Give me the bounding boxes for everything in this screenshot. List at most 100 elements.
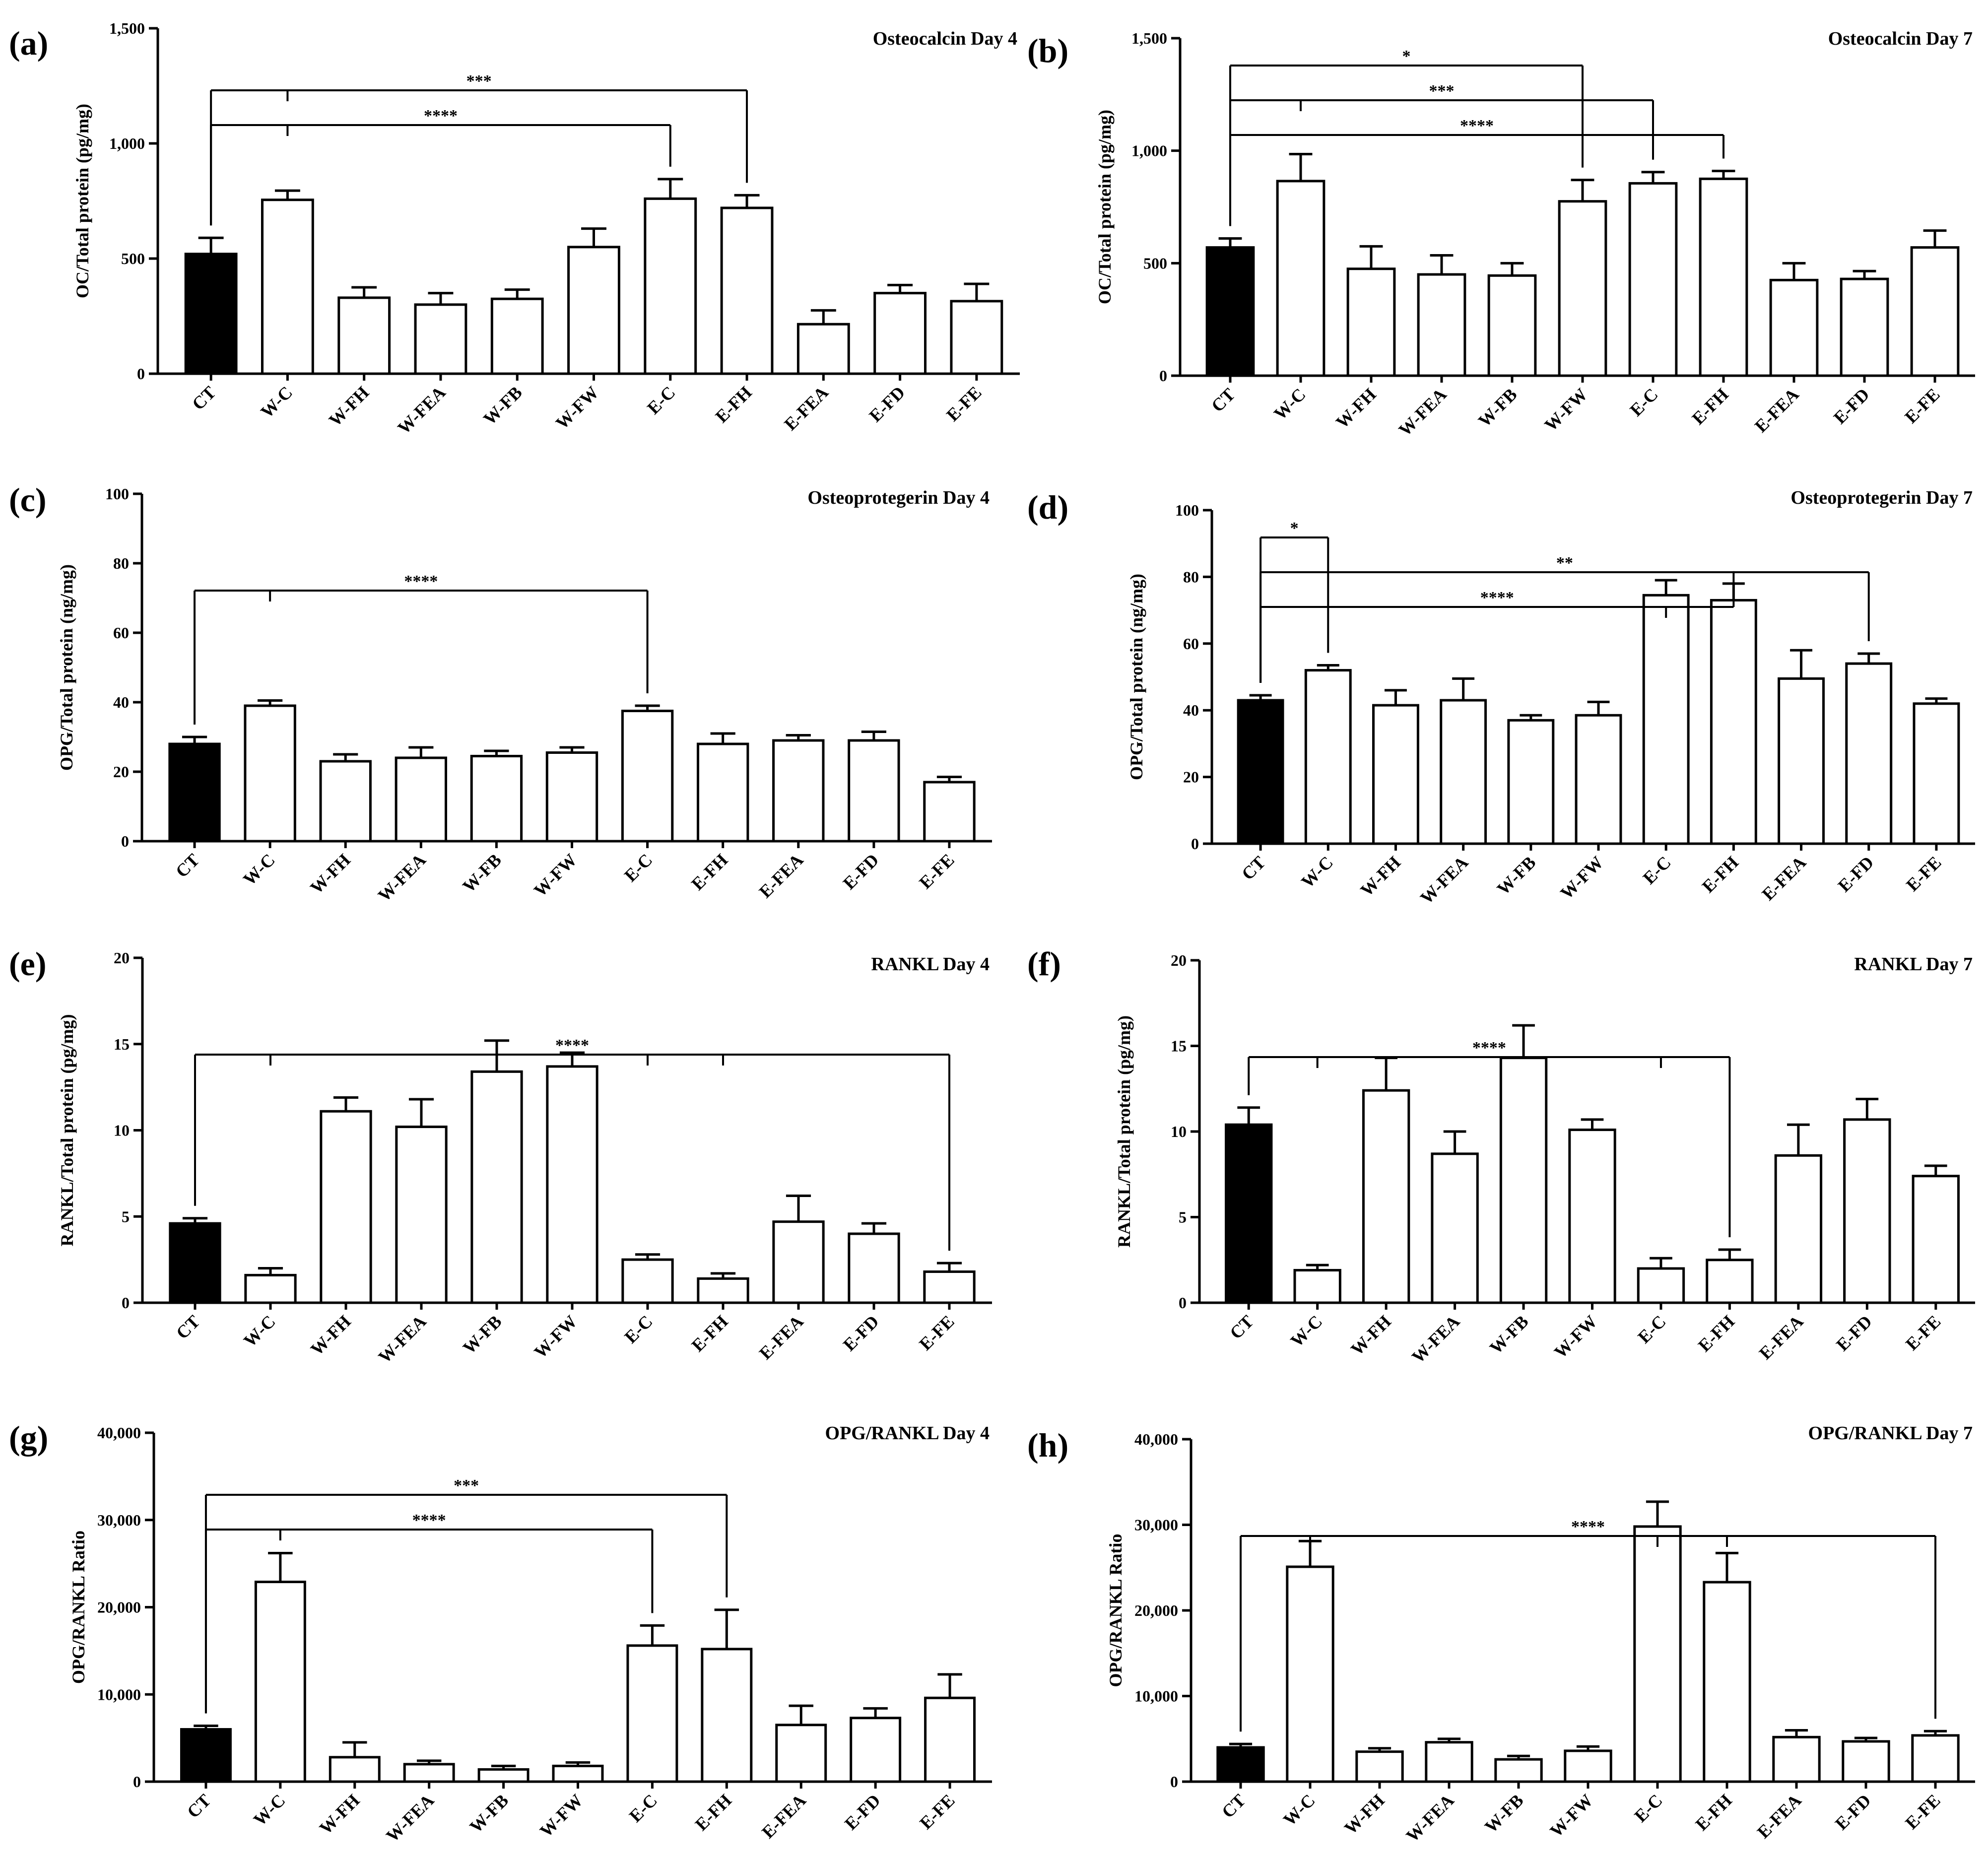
y-tick-label: 100 bbox=[105, 485, 129, 503]
bar-e-c bbox=[1637, 1267, 1685, 1304]
bar-w-c bbox=[244, 704, 296, 843]
bar-w-fb bbox=[477, 1768, 530, 1783]
y-tick-label: 30,000 bbox=[1134, 1516, 1178, 1534]
x-tick-label: W-C bbox=[257, 382, 296, 422]
panel-letter: (h) bbox=[1027, 1426, 1068, 1464]
y-tick-label: 10,000 bbox=[1134, 1687, 1178, 1705]
significance-label: **** bbox=[412, 1511, 446, 1530]
bar-e-c bbox=[621, 1258, 674, 1304]
x-tick-label: W-C bbox=[239, 850, 279, 889]
bar-w-c bbox=[1293, 1268, 1341, 1304]
chart-title: OPG/RANKL Day 4 bbox=[825, 1423, 990, 1444]
y-tick-label: 60 bbox=[1183, 635, 1199, 653]
x-tick-label: E-C bbox=[643, 382, 679, 418]
bar-w-fw bbox=[1575, 714, 1622, 845]
bar-e-fd bbox=[848, 1232, 900, 1304]
chart-panel-0: (a) Osteocalcin Day 4 OC/Total protein (pg… bbox=[9, 19, 1020, 438]
x-tick-label: W-FW bbox=[552, 382, 602, 433]
chart-title: RANKL Day 4 bbox=[871, 954, 990, 975]
x-tick-label: W-FH bbox=[1332, 384, 1380, 432]
x-tick-label: E-FE bbox=[1902, 852, 1945, 895]
x-tick-label: E-C bbox=[1626, 384, 1662, 420]
y-tick-label: 5 bbox=[1179, 1208, 1187, 1226]
chart-panel-3: (d) Osteoprotegerin Day 7 OPG/Total protei… bbox=[1027, 487, 1975, 908]
bar-e-fe bbox=[923, 781, 976, 843]
y-tick-label: 5 bbox=[122, 1207, 130, 1225]
bar-e-fh bbox=[701, 1648, 753, 1783]
y-tick-label: 0 bbox=[121, 832, 129, 850]
y-axis-label: OPG/RANKL Ratio bbox=[68, 1531, 88, 1684]
y-tick-label: 80 bbox=[1183, 568, 1199, 586]
significance-label: * bbox=[1290, 519, 1299, 537]
x-tick-label: E-C bbox=[621, 1311, 657, 1347]
chart-panel-5: (f) RANKL Day 7 RANKL/Total protein (pg/mg… bbox=[1027, 945, 1975, 1367]
bar-e-fh bbox=[1699, 177, 1748, 377]
bar-ct bbox=[1237, 699, 1284, 845]
chart-title: Osteocalcin Day 4 bbox=[873, 28, 1017, 49]
bar-e-fea bbox=[772, 739, 825, 843]
significance-label: **** bbox=[404, 572, 438, 591]
x-tick-label: W-FEA bbox=[1402, 1790, 1458, 1846]
y-axis-label: RANKL/Total protein (pg/mg) bbox=[1114, 1015, 1134, 1248]
bar-w-c bbox=[254, 1581, 306, 1783]
significance-label: **** bbox=[1472, 1039, 1506, 1057]
chart-panel-7: (h) OPG/RANKL Day 7 OPG/RANKL Ratio 0 10,000… bbox=[1027, 1423, 1975, 1846]
bar-w-c bbox=[1304, 669, 1352, 845]
x-tick-label: E-FE bbox=[1901, 384, 1943, 427]
x-tick-label: CT bbox=[183, 1790, 215, 1822]
bar-e-fh bbox=[1706, 1259, 1754, 1304]
x-tick-label: W-C bbox=[250, 1790, 289, 1830]
x-tick-label: W-C bbox=[240, 1311, 279, 1351]
y-tick-label: 0 bbox=[1191, 835, 1199, 853]
bar-e-fh bbox=[696, 742, 749, 843]
bar-w-fh bbox=[319, 760, 372, 843]
x-tick-label: W-FH bbox=[1356, 852, 1404, 900]
x-tick-label: E-FEA bbox=[1755, 1311, 1807, 1363]
bar-e-fea bbox=[1778, 677, 1825, 845]
x-tick-label: W-FEA bbox=[382, 1790, 438, 1846]
y-axis-label: OPG/RANKL Ratio bbox=[1106, 1534, 1126, 1687]
x-tick-label: E-FD bbox=[1834, 852, 1878, 896]
x-tick-label: E-FEA bbox=[1758, 852, 1810, 904]
x-tick-label: W-FW bbox=[536, 1790, 587, 1841]
y-tick-label: 1,000 bbox=[109, 134, 145, 152]
x-tick-label: CT bbox=[1207, 384, 1239, 416]
x-tick-label: W-FB bbox=[459, 1311, 506, 1358]
x-tick-label: W-FH bbox=[306, 850, 354, 898]
bar-w-fb bbox=[1499, 1057, 1548, 1304]
x-tick-label: W-FEA bbox=[1394, 384, 1450, 440]
bar-e-c bbox=[644, 197, 697, 375]
x-tick-label: W-FW bbox=[530, 1311, 581, 1362]
significance-label: *** bbox=[1429, 82, 1455, 100]
y-tick-label: 0 bbox=[1159, 367, 1167, 385]
x-tick-label: E-C bbox=[620, 850, 656, 885]
bar-e-fd bbox=[850, 1717, 902, 1783]
x-tick-label: W-FW bbox=[1546, 1790, 1596, 1841]
x-tick-label: W-C bbox=[1279, 1790, 1319, 1830]
x-tick-label: E-FEA bbox=[780, 382, 832, 434]
bar-w-fea bbox=[1440, 699, 1487, 845]
significance-label: **** bbox=[555, 1036, 589, 1055]
chart-panel-6: (g) OPG/RANKL Day 4 OPG/RANKL Ratio 0 10,000… bbox=[9, 1419, 992, 1846]
x-tick-label: E-C bbox=[1631, 1790, 1666, 1826]
x-tick-label: W-C bbox=[1297, 852, 1337, 892]
x-tick-label: W-FW bbox=[1556, 852, 1607, 903]
chart-title: Osteoprotegerin Day 7 bbox=[1790, 487, 1973, 508]
significance-label: *** bbox=[466, 72, 492, 90]
x-tick-label: W-FB bbox=[1481, 1790, 1527, 1837]
bar-w-fh bbox=[1372, 704, 1419, 845]
bar-e-fh bbox=[697, 1277, 749, 1304]
y-axis-label: RANKL/Total protein (pg/mg) bbox=[57, 1014, 77, 1246]
x-tick-label: E-FE bbox=[1902, 1311, 1944, 1354]
bar-w-fh bbox=[329, 1756, 381, 1783]
bar-w-fea bbox=[414, 303, 467, 375]
x-tick-label: E-FE bbox=[1901, 1790, 1944, 1833]
bar-ct bbox=[169, 1222, 221, 1304]
bar-e-fe bbox=[950, 300, 1003, 375]
x-tick-label: E-FH bbox=[688, 1311, 732, 1355]
bar-e-fd bbox=[1843, 1118, 1891, 1304]
x-tick-label: E-FE bbox=[942, 382, 985, 425]
x-tick-label: E-FE bbox=[915, 1311, 958, 1354]
bar-e-fh bbox=[1703, 1581, 1751, 1783]
bar-w-fh bbox=[1362, 1089, 1410, 1304]
